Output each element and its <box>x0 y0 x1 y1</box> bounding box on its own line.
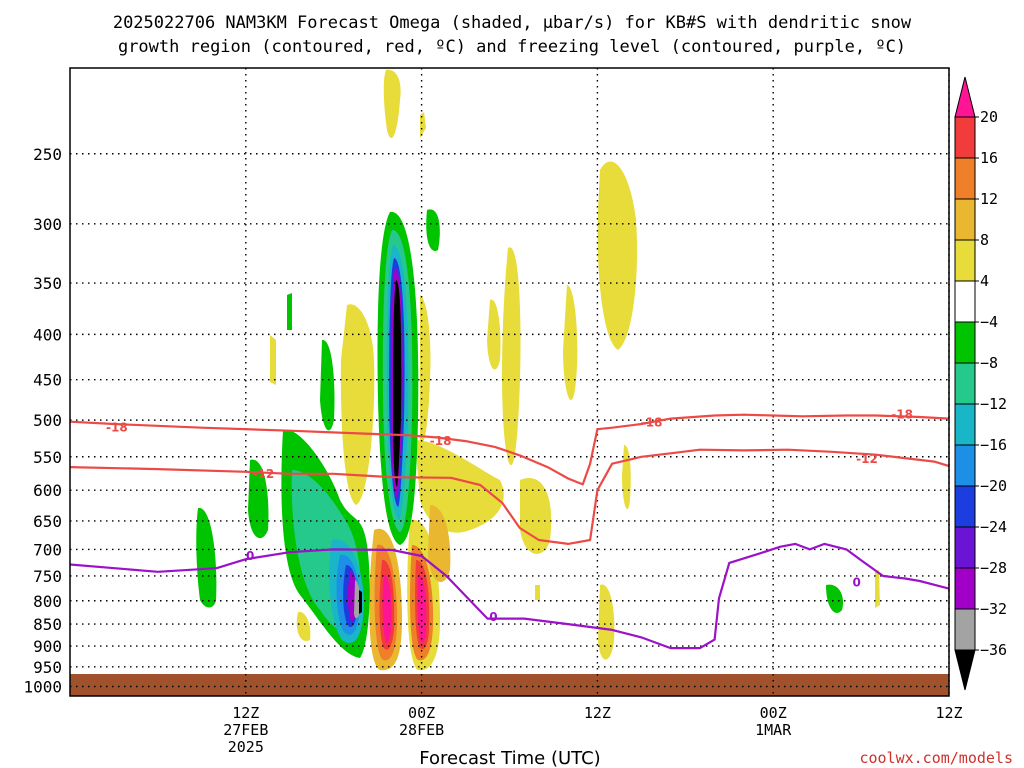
colorbar-swatch <box>954 444 976 487</box>
y-tick-label: 800 <box>33 592 62 611</box>
colorbar-bottom-arrow <box>954 649 976 691</box>
contour-label: -18 <box>106 421 128 435</box>
plot-frame <box>69 67 950 697</box>
colorbar-top-arrow <box>954 76 976 118</box>
y-tick-label: 400 <box>33 325 62 344</box>
x-tick-label: 12Z <box>584 704 611 722</box>
y-tick-label: 750 <box>33 567 62 586</box>
colorbar-label: −16 <box>980 436 1007 454</box>
x-tick-label: 12Z <box>935 704 962 722</box>
colorbar-swatch <box>954 608 976 651</box>
colorbar-label: 8 <box>980 231 989 249</box>
y-axis-ticks: 250 300 350 400 450 500 550 600 650 700 750 800 850 9… <box>23 145 62 697</box>
colorbar-label: 4 <box>980 272 989 290</box>
y-tick-label: 850 <box>33 615 62 634</box>
contour-label: -12 <box>253 467 275 481</box>
colorbar-label: −24 <box>980 518 1007 536</box>
y-tick-label: 650 <box>33 512 62 531</box>
x-tick-label: 00Z <box>408 704 435 722</box>
colorbar-swatch <box>954 485 976 528</box>
contour-label: 0 <box>489 610 497 624</box>
colorbar-label: −32 <box>980 600 1007 618</box>
colorbar-swatch <box>954 280 976 323</box>
colorbar-swatch <box>954 116 976 159</box>
colorbar-label: −4 <box>980 313 998 331</box>
x-tick-label: 12Z <box>232 704 259 722</box>
credit-text: coolwx.com/models <box>859 749 1013 767</box>
colorbar-swatch <box>954 157 976 200</box>
y-tick-label: 600 <box>33 481 62 500</box>
omega-shading <box>70 69 949 696</box>
chart-title-line-1: 2025022706 NAM3KM Forecast Omega (shaded… <box>113 13 912 33</box>
y-tick-label: 300 <box>33 215 62 234</box>
x-tick-label: 2025 <box>228 738 264 756</box>
x-axis-label: Forecast Time (UTC) <box>419 748 600 768</box>
chart-title-line-2: growth region (contoured, red, ºC) and f… <box>118 37 906 57</box>
y-tick-label: 450 <box>33 371 62 390</box>
colorbar-label: −28 <box>980 559 1007 577</box>
contour-line <box>70 448 949 545</box>
colorbar-label: 20 <box>980 108 998 126</box>
x-tick-label: 1MAR <box>755 721 792 739</box>
x-tick-label: 28FEB <box>399 721 444 739</box>
y-tick-label: 1000 <box>23 678 62 697</box>
contour-label: 0 <box>853 576 861 590</box>
colorbar-swatch <box>954 567 976 610</box>
y-tick-label: 700 <box>33 540 62 559</box>
colorbar: 20 16 12 8 4 −4 −8 −12 −16 −20 −24 −28 −32 −36 <box>954 76 1007 691</box>
colorbar-swatch <box>954 198 976 241</box>
colorbar-swatch <box>954 362 976 405</box>
colorbar-label: 16 <box>980 149 998 167</box>
y-tick-label: 950 <box>33 658 62 677</box>
x-tick-label: 00Z <box>760 704 787 722</box>
contour-label: -18 <box>430 434 452 448</box>
colorbar-label: −8 <box>980 354 998 372</box>
y-tick-label: 500 <box>33 411 62 430</box>
colorbar-label: −20 <box>980 477 1007 495</box>
contour-label: 0 <box>246 549 254 563</box>
colorbar-swatch <box>954 321 976 364</box>
colorbar-label: −12 <box>980 395 1007 413</box>
contour-line <box>70 413 949 486</box>
colorbar-swatch <box>954 239 976 282</box>
y-tick-label: 900 <box>33 637 62 656</box>
colorbar-label: −36 <box>980 641 1007 659</box>
colorbar-label: 12 <box>980 190 998 208</box>
x-tick-label: 27FEB <box>223 721 268 739</box>
contour-label: -18 <box>891 408 913 422</box>
contour-label: -12 <box>856 452 878 466</box>
y-tick-label: 350 <box>33 274 62 293</box>
y-tick-label: 250 <box>33 145 62 164</box>
contour-label: -18 <box>641 415 663 429</box>
gridlines <box>70 68 950 696</box>
colorbar-swatch <box>954 526 976 569</box>
contour-line <box>70 542 949 650</box>
colorbar-swatch <box>954 403 976 446</box>
y-tick-label: 550 <box>33 448 62 467</box>
contour-lines: -18 -18 -18 -18 -12 -12 0 0 0 <box>70 408 949 650</box>
